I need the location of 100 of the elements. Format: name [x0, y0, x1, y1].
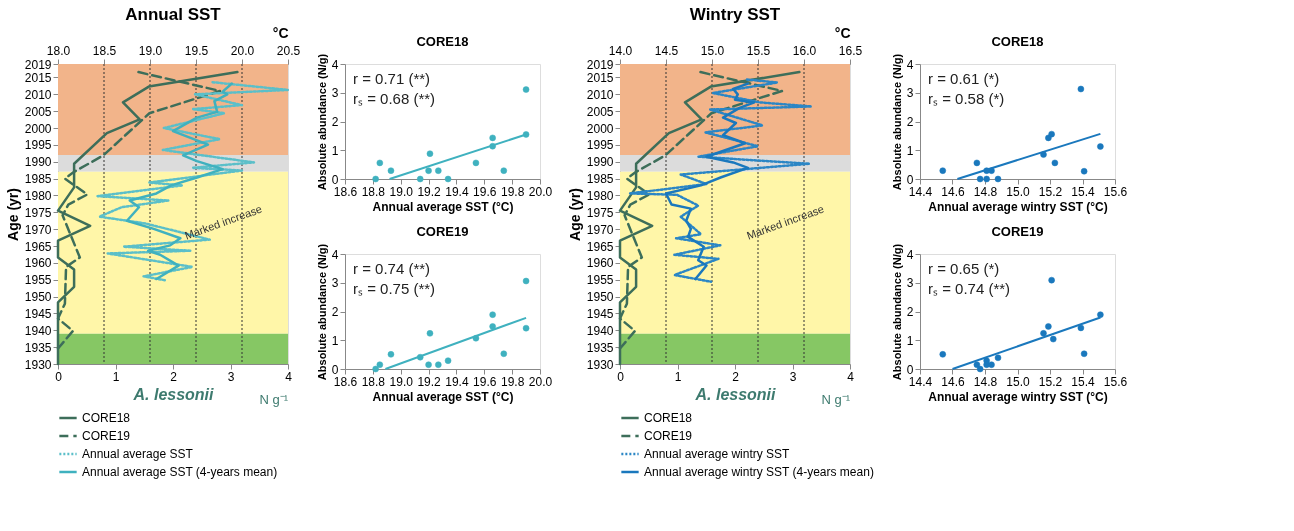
chart-title: CORE18: [991, 34, 1044, 50]
point: [472, 334, 480, 342]
y-tick-label: 1940: [24, 323, 52, 338]
annotation: r = 0.71 (**): [353, 70, 431, 87]
point: [1097, 311, 1104, 318]
x-tick-label: 18.6: [333, 184, 358, 199]
point: [376, 159, 384, 167]
legend-label: Annual average SST: [82, 447, 194, 461]
x-tick-label: 19.8: [500, 374, 525, 389]
point: [489, 323, 496, 330]
point: [1077, 85, 1085, 93]
point: [939, 167, 946, 174]
x-tick-label: 4: [285, 369, 293, 384]
chart-title: CORE18: [416, 34, 469, 50]
x2-tick-label: 15.5: [746, 43, 771, 58]
x2-tick-label: 20.0: [230, 43, 255, 58]
legend-label: CORE18: [82, 411, 131, 425]
x-tick-label: 15.2: [1038, 374, 1063, 389]
text: N g⁻¹: [821, 392, 851, 407]
point: [444, 175, 452, 183]
y-tick-label: 1955: [24, 273, 52, 288]
y-tick-label: 4: [906, 247, 914, 262]
x-tick-label: 19.0: [389, 184, 414, 199]
point: [416, 353, 424, 361]
y-tick-label: 2010: [586, 87, 614, 102]
point: [372, 175, 379, 183]
y-tick-label: 3: [331, 276, 339, 291]
point: [973, 159, 981, 167]
y-tick-label: 1935: [24, 340, 52, 355]
y-tick-label: 2: [906, 115, 914, 129]
x2-tick-label: 19.5: [184, 43, 209, 58]
point: [522, 324, 530, 332]
annotation: r = 0.74 (**): [353, 260, 431, 277]
x-tick-label: 19.0: [389, 374, 414, 389]
y-axis-title: Absolute abundance (N/g): [890, 243, 903, 381]
x-axis-title: A. lessonii: [694, 385, 777, 403]
y-tick-label: 2000: [586, 121, 614, 136]
x-tick-label: 15.6: [1103, 374, 1128, 389]
x-tick-label: 2: [732, 369, 740, 384]
point: [444, 357, 452, 364]
point: [376, 361, 384, 368]
point: [500, 167, 508, 174]
y-tick-label: 4: [331, 57, 339, 72]
y-tick-label: 1965: [586, 239, 614, 254]
y-tick-label: 2015: [24, 70, 52, 85]
point: [522, 86, 530, 93]
y-tick-label: 3: [906, 86, 914, 101]
x2-tick-label: 18.5: [92, 43, 117, 58]
x-tick-label: 15.0: [1006, 374, 1030, 389]
point: [976, 365, 984, 373]
y-axis-title: Absolute abundance (N/g): [890, 53, 903, 191]
point: [500, 350, 508, 358]
x-tick-label: 18.8: [361, 184, 386, 199]
point: [425, 167, 432, 174]
x-tick-label: 19.8: [500, 184, 525, 199]
point: [426, 330, 434, 337]
y-tick-label: 1940: [586, 323, 614, 338]
y-tick-label: 1965: [24, 239, 52, 254]
annotation: rₛ = 0.68 (**): [353, 90, 436, 107]
x-axis-title: Annual average SST (°C): [372, 199, 514, 214]
chart-title: CORE19: [991, 224, 1044, 240]
x-tick-label: 0: [55, 369, 63, 384]
x-tick-label: 15.2: [1038, 184, 1063, 199]
y-tick-label: 2015: [586, 70, 614, 85]
y-tick-label: 2019: [586, 57, 614, 72]
y-tick-label: 1935: [586, 340, 614, 355]
point: [425, 361, 432, 368]
y-tick-label: 4: [331, 247, 339, 262]
point: [1080, 350, 1088, 358]
x-tick-label: 14.8: [973, 184, 998, 199]
x-axis-title: Annual average wintry SST (°C): [928, 389, 1108, 404]
legend-label: CORE18: [644, 411, 693, 425]
y-tick-label: 1930: [586, 357, 614, 372]
point: [1045, 323, 1052, 330]
legend-label: CORE19: [82, 429, 131, 443]
point: [435, 167, 442, 174]
annotation: r = 0.65 (*): [928, 260, 1000, 277]
point: [489, 134, 496, 142]
y-tick-label: 1995: [586, 138, 614, 153]
point: [435, 361, 442, 368]
y-axis-title: Absolute abundance (N/g): [315, 53, 328, 191]
y-tick-label: 1975: [24, 205, 52, 220]
y-tick-label: 1975: [586, 205, 614, 220]
y-tick-label: 1970: [24, 222, 52, 237]
y-tick-label: 1: [331, 333, 339, 348]
x-tick-label: 2: [170, 369, 178, 384]
y-tick-label: 1: [906, 333, 914, 348]
x-tick-label: 14.6: [941, 374, 965, 389]
x-tick-label: 19.6: [473, 374, 497, 389]
chart-title: Annual SST: [125, 5, 222, 24]
y-tick-label: 1960: [586, 256, 614, 271]
y-tick-label: 2000: [24, 121, 52, 136]
y-tick-label: 1950: [24, 290, 52, 305]
point: [1040, 330, 1047, 337]
x-tick-label: 19.4: [445, 374, 469, 389]
x-axis-title: A. lessonii: [132, 385, 215, 403]
y-tick-label: 1990: [586, 155, 614, 170]
x2-tick-label: 14.0: [608, 43, 633, 58]
x-tick-label: 20.0: [528, 184, 553, 199]
point: [426, 150, 434, 157]
